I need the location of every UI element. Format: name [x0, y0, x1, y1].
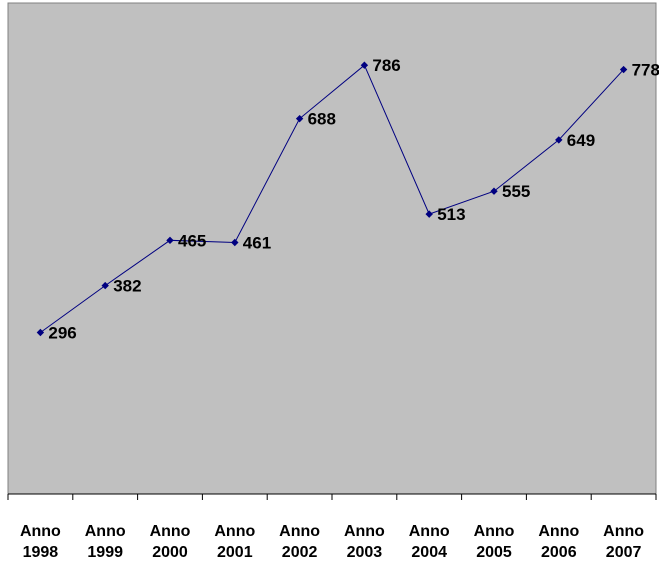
data-label: 778 [632, 61, 659, 80]
x-tick-label-line: 1999 [87, 544, 123, 561]
x-tick-label: Anno 1999 [85, 523, 126, 561]
x-axis [7, 493, 657, 500]
data-point [101, 281, 109, 290]
x-tick-label-line: Anno [85, 523, 126, 540]
data-label: 461 [243, 233, 271, 252]
x-tick-label: Anno 2001 [214, 523, 255, 561]
data-label: 649 [567, 131, 595, 150]
x-tick-label-line: 1998 [23, 544, 59, 561]
x-tick-label: Anno 1998 [20, 523, 61, 561]
x-tick-label-line: Anno [20, 523, 61, 540]
x-tick-label: Anno 2003 [344, 523, 385, 561]
data-label: 296 [48, 324, 76, 343]
x-tick-label-line: Anno [344, 523, 385, 540]
x-tick-label-line: Anno [150, 523, 191, 540]
plot-area [7, 2, 657, 495]
x-tick-label: Anno 2005 [474, 523, 515, 561]
x-tick-label-line: 2005 [476, 544, 512, 561]
data-point [490, 187, 498, 195]
data-label: 382 [113, 277, 141, 296]
series-layer [36, 61, 628, 337]
data-label-layer: 296 382 465 461 688 786 513 555 649 778 [48, 56, 659, 342]
x-tick-label: Anno 2002 [279, 523, 320, 561]
x-tick-label-line: Anno [603, 523, 644, 540]
data-point [295, 114, 304, 123]
data-label: 786 [372, 56, 400, 75]
data-label: 465 [178, 231, 206, 250]
x-tick-label-line: Anno [474, 523, 515, 540]
x-tick-label-line: 2000 [152, 544, 188, 561]
data-label: 688 [308, 110, 336, 129]
data-point [425, 210, 433, 218]
data-point [555, 136, 563, 144]
x-tick-label-line: 2002 [282, 544, 318, 561]
data-point [166, 236, 174, 245]
x-tick-label-line: 2006 [541, 544, 577, 561]
x-tick-label-line: Anno [214, 523, 255, 540]
x-tick-label-line: 2007 [606, 544, 642, 561]
data-point [231, 238, 239, 247]
data-label: 555 [502, 182, 530, 201]
x-tick-label-line: 2001 [217, 544, 253, 561]
data-label: 513 [437, 205, 465, 224]
x-tick-label-line: Anno [538, 523, 579, 540]
x-tick-label-line: 2004 [411, 544, 447, 561]
x-tick-label-line: 2003 [347, 544, 383, 561]
x-tick-label-line: Anno [279, 523, 320, 540]
x-tick-label: Anno 2006 [538, 523, 579, 561]
x-tick-label: Anno 2000 [150, 523, 191, 561]
series-line [40, 64, 624, 333]
data-point [360, 61, 369, 69]
x-tick-label-line: Anno [409, 523, 450, 540]
x-tick-label: Anno 2004 [409, 523, 450, 561]
x-tick-label: Anno 2007 [603, 523, 644, 561]
data-point [36, 328, 45, 337]
data-point [619, 65, 628, 74]
x-tick-label-layer: Anno 1998 Anno 1999 Anno 2000 Anno 2001 Anno 2002… [20, 523, 644, 561]
